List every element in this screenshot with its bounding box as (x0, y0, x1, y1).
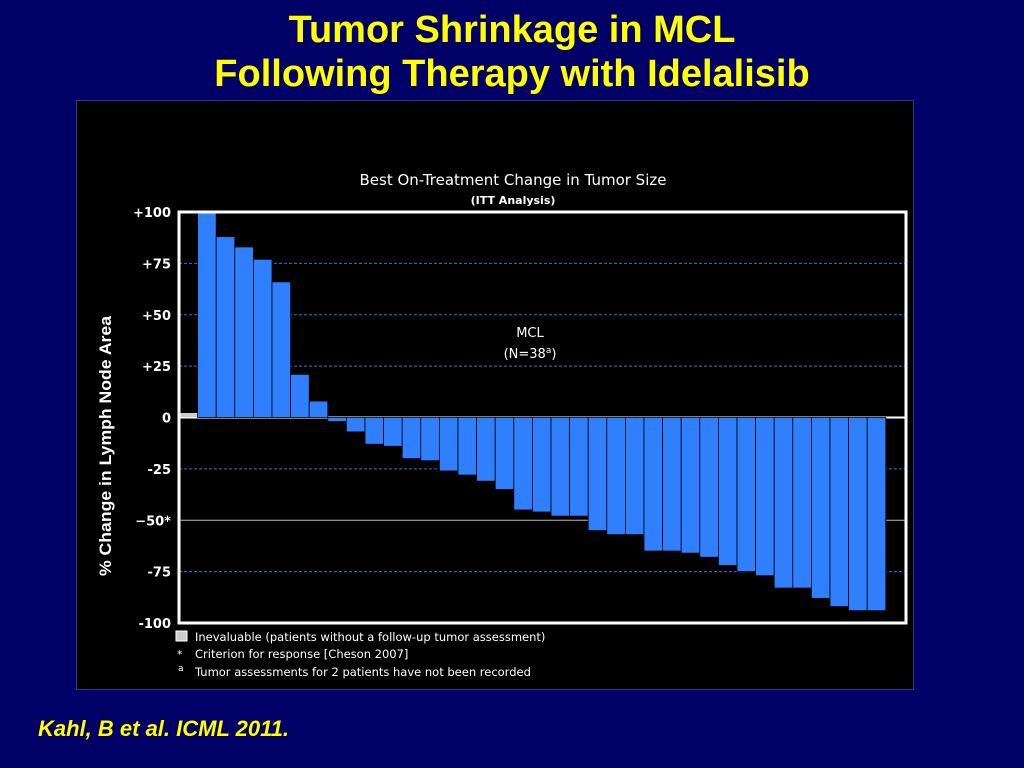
bar-patient-2 (215, 236, 236, 418)
footnotes: Inevaluable (patients without a follow-u… (175, 630, 545, 679)
bar-patient-31 (755, 417, 775, 577)
slide-title-line-2: Following Therapy with Idelalisib (214, 53, 810, 95)
y-tick-label-1: +75 (142, 257, 171, 272)
y-tick-label-2: +50 (142, 309, 171, 324)
slide-title: Tumor Shrinkage in MCL Following Therapy… (0, 8, 1024, 96)
bar-patient-15 (457, 417, 478, 476)
bar-patient-1 (197, 211, 217, 418)
citation: Kahl, B et al. ICML 2011. (38, 716, 290, 741)
bar-patient-20 (550, 417, 571, 517)
bar-patient-19 (531, 417, 552, 513)
bar-patient-16 (476, 417, 496, 482)
bar-patient-34 (811, 417, 831, 599)
annotation-close: ) (551, 347, 556, 362)
bar-patient-5 (271, 281, 292, 418)
bar-patient-28 (699, 417, 719, 558)
y-tick-label-7: -75 (148, 566, 172, 581)
bar-patient-11 (383, 417, 403, 447)
bar-patient-14 (438, 417, 459, 472)
bar-patient-7 (308, 400, 329, 418)
bar-patient-6 (290, 373, 310, 418)
y-axis-label: % Change in Lymph Node Area (96, 315, 115, 576)
bar-patient-29 (718, 417, 738, 566)
y-tick-label-0: +100 (133, 206, 171, 221)
annotation-line-2: (N=38a) (504, 346, 557, 362)
bar-patient-30 (736, 417, 757, 573)
annotation-superscript: a (546, 346, 552, 356)
footnote-inevaluable: Inevaluable (patients without a follow-u… (195, 630, 545, 644)
bar-patient-13 (420, 417, 440, 462)
y-tick-label-5: -25 (148, 463, 172, 478)
plot-area-border (177, 210, 908, 625)
inevaluable-legend-swatch (175, 630, 188, 642)
bar-patient-8 (327, 417, 347, 423)
mcl-annotation: MCL (N=38a) (504, 326, 557, 362)
bar-patient-23 (606, 417, 626, 536)
bar-patient-36 (848, 417, 868, 612)
bar-patient-22 (587, 417, 608, 531)
y-tick-label-4: 0 (162, 412, 171, 427)
chart-title: Best On-Treatment Change in Tumor Size (360, 171, 667, 189)
bar-patient-32 (773, 417, 794, 589)
y-axis: +100 +75 +50 +25 0 -25 −50* -75 -100 (133, 206, 171, 632)
y-tick-label-8: -100 (138, 617, 171, 632)
bar-series (178, 211, 887, 612)
footnote-unrecorded: Tumor assessments for 2 patients have no… (194, 665, 531, 679)
bar-patient-10 (364, 417, 385, 445)
slide-title-line-1: Tumor Shrinkage in MCL (288, 9, 736, 51)
bar-patient-37 (866, 417, 887, 612)
y-tick-label-6: −50* (135, 514, 171, 529)
bar-patient-27 (680, 417, 701, 554)
inevaluable-bar (178, 413, 198, 418)
bar-patient-18 (513, 417, 533, 511)
bar-patient-25 (643, 417, 664, 552)
bar-patient-17 (494, 417, 515, 490)
bar-patient-24 (625, 417, 645, 536)
annotation-n-text: (N=38 (504, 347, 546, 362)
bar-patient-21 (569, 417, 589, 517)
bar-patient-12 (401, 417, 422, 459)
bar-patient-4 (252, 258, 273, 418)
bar-patient-26 (662, 417, 682, 552)
chart-subtitle: (ITT Analysis) (471, 194, 556, 207)
bar-patient-3 (234, 246, 254, 418)
chart-panel: Best On-Treatment Change in Tumor Size (… (76, 100, 914, 690)
y-tick-label-3: +25 (142, 360, 171, 375)
annotation-line-1: MCL (516, 326, 544, 341)
bar-patient-35 (829, 417, 850, 607)
waterfall-chart: Best On-Treatment Change in Tumor Size (… (96, 171, 908, 679)
bar-patient-9 (345, 417, 366, 433)
footnote-symbol-a: a (178, 664, 184, 674)
footnote-symbol-asterisk: * (177, 648, 183, 661)
footnote-response: Criterion for response [Cheson 2007] (195, 647, 408, 661)
bar-patient-33 (792, 417, 812, 589)
